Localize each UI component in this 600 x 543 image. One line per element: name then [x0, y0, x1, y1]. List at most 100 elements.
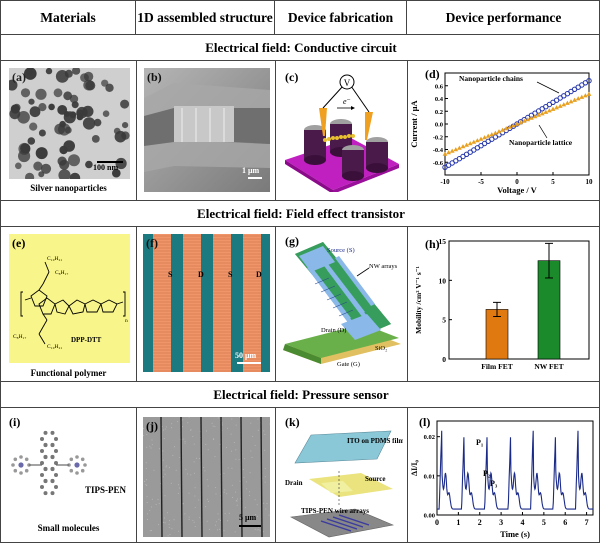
- texture-dot: [252, 436, 254, 437]
- data-point: [586, 91, 592, 96]
- texture-dot: [167, 535, 169, 537]
- atom: [24, 468, 29, 473]
- data-point: [561, 102, 567, 107]
- texture-dot: [162, 450, 164, 452]
- texture-dot: [168, 527, 170, 529]
- nanoparticle: [40, 163, 52, 174]
- texture-dot: [145, 467, 147, 469]
- texture-dot: [219, 528, 220, 530]
- texture-dot: [145, 462, 147, 464]
- texture-dot: [217, 513, 219, 515]
- panel-label-a: (a): [12, 70, 26, 84]
- atom: [11, 463, 15, 467]
- data-point: [457, 145, 462, 150]
- panel-label-c: (c): [285, 70, 299, 84]
- x-tick-label: 10: [586, 178, 594, 186]
- pressure-response-chart: 0 1 2 3 4 5 6 7 0.00 0.01 0.02 Time (s) ΔI/I₀: [410, 420, 594, 539]
- texture-dot: [238, 417, 240, 418]
- nanoparticle: [69, 94, 79, 104]
- texture-dot: [166, 465, 168, 467]
- texture-dot: [251, 456, 253, 458]
- annotation-arrow: [538, 124, 548, 139]
- nanoparticle: [10, 104, 20, 114]
- texture-dot: [214, 426, 216, 428]
- panel-label-b: (b): [147, 70, 162, 84]
- electrode-label: S: [228, 270, 233, 279]
- texture-dot: [163, 517, 165, 519]
- x-tick-label: 7: [585, 518, 589, 527]
- data-point: [503, 126, 509, 131]
- nanoparticle: [59, 159, 70, 170]
- nanoparticle: [38, 129, 46, 137]
- texture-dot: [208, 501, 209, 502]
- data-point: [554, 105, 559, 110]
- nanoparticle: [69, 172, 81, 179]
- data-point: [550, 106, 556, 111]
- texture-dot: [179, 457, 181, 458]
- x-tick-label: 5: [542, 518, 546, 527]
- texture-dot: [217, 417, 219, 419]
- nanoparticle: [122, 122, 129, 129]
- texture-dot: [264, 468, 266, 470]
- texture-dot: [165, 426, 167, 428]
- atom: [43, 430, 48, 435]
- atom: [50, 478, 55, 483]
- data-point: [568, 99, 574, 104]
- texture-dot: [143, 427, 144, 429]
- caption-e: Functional polymer: [30, 368, 107, 378]
- panel-label-d: (d): [425, 67, 440, 81]
- nw-arrays-label: NW arrays: [369, 263, 398, 270]
- electrode-label: S: [168, 270, 173, 279]
- scale-bar: [239, 525, 261, 527]
- texture-dot: [224, 489, 226, 491]
- x-tick-label: 3: [499, 518, 503, 527]
- texture-dot: [168, 523, 170, 525]
- conductive-device-diagram: V e⁻: [285, 74, 399, 192]
- texture-dot: [184, 513, 186, 515]
- nanoparticle: [35, 88, 47, 100]
- sem-structure: [144, 68, 270, 192]
- texture-dot: [262, 531, 264, 533]
- texture-dot: [205, 443, 207, 445]
- texture-dot: [227, 427, 229, 429]
- panel-label-e: (e): [12, 236, 26, 250]
- repeat-n: n: [125, 318, 128, 324]
- data-point: [493, 130, 498, 135]
- nanoparticle: [29, 106, 41, 118]
- texture-dot: [255, 514, 257, 515]
- texture-dot: [250, 450, 252, 452]
- nanoparticle: [58, 169, 71, 179]
- texture-dot: [146, 479, 148, 481]
- data-point: [521, 118, 527, 123]
- texture-dot: [250, 422, 252, 424]
- alkyl-4: C₁₀H₂₁: [47, 344, 62, 350]
- data-point: [485, 133, 491, 138]
- texture-dot: [207, 498, 209, 500]
- atom: [83, 463, 87, 467]
- texture-dot: [171, 427, 173, 429]
- texture-dot: [206, 430, 207, 432]
- texture-dot: [265, 508, 267, 510]
- scale-bar: [237, 362, 261, 364]
- texture-dot: [169, 534, 171, 536]
- nanoparticle: [35, 147, 48, 160]
- nanoparticle: [38, 103, 47, 112]
- texture-dot: [188, 519, 190, 520]
- data-point: [532, 114, 538, 119]
- response-line: [437, 430, 593, 510]
- data-point: [489, 132, 495, 137]
- texture-dot: [221, 422, 223, 424]
- texture-dot: [163, 429, 165, 431]
- texture-dot: [149, 430, 150, 431]
- texture-dot: [249, 491, 251, 493]
- data-point: [536, 112, 541, 117]
- nanoparticle: [82, 117, 96, 130]
- texture-dot: [188, 492, 190, 494]
- texture-dot: [264, 481, 266, 483]
- peak-label-p1: P₁: [476, 438, 484, 447]
- caption-a: Silver nanoparticles: [30, 183, 107, 193]
- nanoparticle: [20, 143, 31, 154]
- texture-dot: [161, 426, 163, 427]
- scale-label-b: 1 μm: [242, 166, 260, 175]
- x-tick-label: -10: [440, 178, 450, 186]
